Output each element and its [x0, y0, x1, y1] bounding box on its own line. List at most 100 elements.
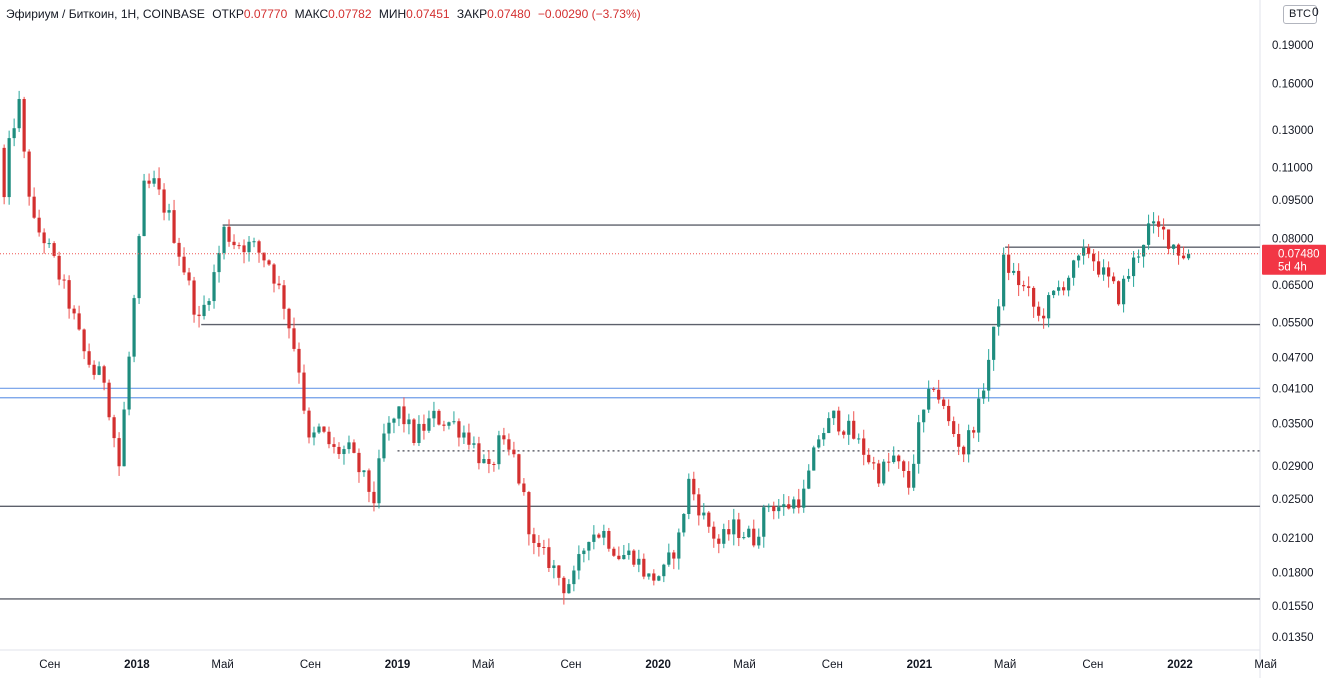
candle-body-27 — [137, 236, 141, 299]
candle-body-39 — [197, 314, 201, 317]
candle-body-146 — [732, 519, 736, 535]
candle-body-150 — [752, 528, 756, 546]
candle-body-224 — [1121, 278, 1126, 305]
candle-body-49 — [247, 241, 251, 253]
candle-body-219 — [1097, 261, 1101, 275]
price-tick-3: 0.11000 — [1272, 162, 1313, 174]
candle-body-211 — [1057, 287, 1061, 291]
candle-body-111 — [557, 565, 561, 578]
price-tick-13: 0.02100 — [1272, 533, 1314, 545]
candle-body-117 — [587, 541, 591, 551]
candle-body-222 — [1112, 276, 1116, 282]
candle-body-77 — [387, 422, 391, 434]
candle-body-112 — [562, 577, 566, 594]
close-label: ЗАКР — [456, 7, 488, 21]
candle-body-83 — [417, 423, 421, 443]
candle-body-187 — [937, 389, 941, 400]
candle-body-67 — [337, 446, 341, 455]
candle-body-42 — [212, 272, 216, 302]
candle-body-63 — [317, 426, 321, 433]
time-tick-6: Сен — [560, 659, 581, 671]
price-tick-11: 0.02900 — [1272, 461, 1314, 473]
candle-body-201 — [1007, 254, 1011, 273]
candle-body-73 — [367, 470, 371, 492]
time-axis-ticks: Сен 2018 Май Сен 2019 Май Сен 2020 Май Сен 2021 Май… — [39, 659, 1277, 671]
chart-axes — [0, 0, 1261, 678]
candle-body-208 — [1042, 315, 1046, 319]
candle-body-109 — [547, 547, 551, 568]
candle-body-182 — [912, 463, 916, 488]
candle-body-126 — [632, 550, 636, 565]
candle-body-210 — [1052, 290, 1056, 296]
price-tick-12: 0.02500 — [1272, 494, 1314, 506]
candle-body-216 — [1082, 247, 1086, 256]
candle-body-47 — [237, 245, 241, 247]
candle-body-180 — [902, 461, 906, 471]
candle-body-82 — [412, 419, 416, 443]
time-tick-9: Сен — [822, 659, 843, 671]
candle-body-220 — [1102, 267, 1106, 275]
candle-body-53 — [267, 260, 271, 265]
time-tick-1: 2018 — [124, 659, 150, 671]
candle-body-230 — [1151, 221, 1156, 224]
open-value: 0.07770 — [243, 7, 288, 21]
candle-body-18 — [92, 364, 96, 375]
candle-body-14 — [72, 308, 76, 314]
candle-body-105 — [527, 492, 531, 535]
close-value: 0.07480 — [487, 7, 531, 21]
change-value: −0.00290 (−3.73%) — [537, 7, 641, 21]
candle-body-129 — [647, 573, 651, 577]
candle-body-115 — [577, 554, 581, 571]
candle-body-127 — [637, 558, 641, 565]
candle-body-136 — [682, 514, 686, 533]
candle-body-200 — [1002, 254, 1006, 307]
candle-body-59 — [297, 348, 301, 373]
candle-body-101 — [507, 439, 511, 450]
candle-body-212 — [1062, 287, 1066, 291]
candle-body-1 — [7, 138, 11, 198]
candle-body-54 — [272, 264, 276, 284]
candle-body-81 — [407, 419, 411, 425]
candle-body-6 — [32, 196, 36, 218]
candle-body-64 — [322, 426, 326, 432]
candles — [2, 90, 1191, 605]
candle-body-29 — [147, 180, 151, 184]
candle-body-193 — [967, 430, 971, 455]
candle-body-79 — [397, 406, 401, 419]
candle-body-65 — [327, 431, 331, 445]
time-tick-8: Май — [733, 659, 756, 671]
candle-body-5 — [27, 151, 31, 197]
candle-body-76 — [382, 433, 386, 459]
candle-body-70 — [352, 442, 356, 453]
candle-body-142 — [712, 526, 716, 539]
symbol-title: Эфириум / Биткоин, 1H, COINBASE — [6, 7, 205, 21]
candle-body-11 — [57, 255, 61, 280]
candle-body-72 — [362, 470, 366, 473]
candle-body-194 — [972, 430, 976, 433]
candle-body-35 — [177, 242, 181, 257]
candle-body-88 — [442, 424, 446, 426]
current-price-countdown: 5d 4h — [1278, 262, 1307, 274]
candle-body-163 — [817, 439, 821, 448]
time-tick-7: 2020 — [645, 659, 671, 671]
candle-body-190 — [952, 421, 956, 435]
candle-body-21 — [107, 382, 111, 418]
candle-body-58 — [292, 328, 296, 349]
candle-body-57 — [287, 308, 291, 329]
candle-body-44 — [222, 226, 226, 253]
candle-body-60 — [302, 372, 306, 411]
candle-body-113 — [567, 584, 571, 594]
candle-body-7 — [37, 217, 41, 233]
candle-body-196 — [982, 390, 986, 399]
candle-body-87 — [437, 410, 441, 425]
candle-body-78 — [392, 418, 396, 423]
candle-body-16 — [82, 329, 86, 352]
time-tick-10: 2021 — [907, 659, 933, 671]
currency-badge[interactable]: BTC — [1283, 5, 1317, 24]
candle-body-120 — [602, 530, 606, 538]
candle-body-205 — [1027, 286, 1031, 288]
candle-body-203 — [1017, 270, 1021, 286]
price-tick-6: 0.06500 — [1272, 280, 1314, 292]
candle-body-139 — [697, 494, 701, 516]
